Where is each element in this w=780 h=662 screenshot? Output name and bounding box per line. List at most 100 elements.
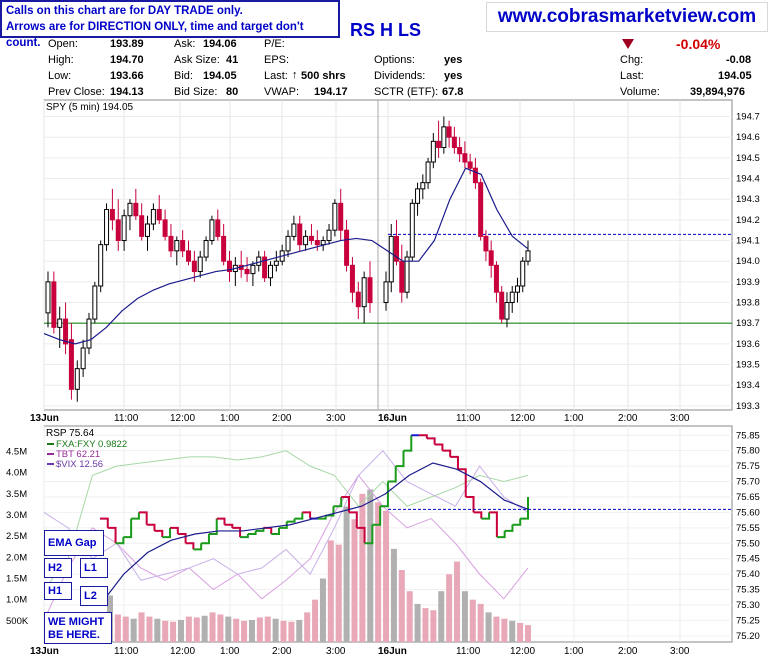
price-y-tick: 193.3 [736,401,760,412]
volume-bar [138,612,145,642]
price-x-tick: 3:00 [326,413,346,424]
chg-value: -0.08 [726,54,752,66]
rsp-segment [146,523,156,531]
price-candle [478,178,484,241]
candle-body [388,235,394,283]
candle-body [355,291,361,308]
price-x-tick: 12:00 [170,413,195,424]
candle-body [215,219,221,237]
volume-bar [454,561,461,642]
price-y-tick: 194.6 [736,132,760,143]
bid-size-value: 80 [226,86,239,98]
candle-body [285,235,291,252]
candle-body [209,219,215,242]
rsp-segment [380,481,389,508]
eps-label: EPS: [264,54,290,66]
candle-body [394,235,400,262]
price-candle [285,230,291,258]
high-value: 194.70 [110,54,144,66]
price-candle [162,209,168,241]
open-value: 193.89 [110,38,144,50]
last-label: Last: [620,70,644,82]
vix-line [43,449,529,581]
rsp-segment [232,526,242,538]
volume-bar [430,610,437,642]
rsp-segment [177,533,187,544]
candle-body [226,260,232,273]
price-candle [420,174,426,200]
rsp-segment [457,468,467,497]
rsp-segment [154,529,164,538]
price-x-tick: 12:00 [510,413,535,424]
volume-bar [509,620,516,642]
price-candle [367,261,373,313]
ind-x-tick: 3:00 [670,646,690,657]
volume-bar [359,493,366,642]
rsp-segment [473,511,483,519]
volume-bar [225,616,232,642]
candle-body [404,256,410,293]
candle-body [436,140,442,149]
rsp-segment [333,496,343,508]
up-arrow-icon: ↑ [292,69,298,81]
volume-bar [312,599,319,642]
price-candle [457,137,463,162]
candle-body [256,256,262,266]
vwap-label: VWAP: [264,86,300,98]
price-candle [115,199,121,251]
price-candle [314,230,320,251]
rsp-segment [489,511,498,538]
candle-body [425,161,431,184]
prev-close-value: 194.13 [110,86,144,98]
rsp-segment [356,526,366,544]
candle-body [51,281,57,328]
price-candle [383,271,389,311]
volume-bar [383,510,390,642]
options-label: Options: [374,54,415,66]
rsp-title: RSP 75.64 [46,428,95,439]
candle-body [446,126,452,138]
rsp-segment [450,455,459,470]
volume-bar [469,599,476,642]
price-candle [483,230,489,262]
price-candle [51,271,57,334]
rsp-y-tick: 75.55 [736,523,760,534]
bid-label: Bid: [174,70,193,82]
price-candle [74,360,80,402]
candle-body [250,264,256,275]
candle-body [180,240,186,252]
rsp-segment [138,511,148,525]
volume-bar [446,574,453,642]
candle-body [203,240,209,258]
volume-bar [272,618,279,642]
candle-body [349,264,355,293]
rsp-segment [395,450,405,468]
ind-x-tick: 13Jun [30,646,59,657]
ema-line [43,167,529,345]
candle-body [98,244,104,287]
candle-body [344,229,350,266]
website-link[interactable]: www.cobrasmarketview.com [486,2,768,32]
dividends-label: Dividends: [374,70,426,82]
candle-body [383,281,389,304]
rsp-segment [170,526,179,534]
ind-x-tick: 12:00 [510,646,535,657]
rsp-segment [185,542,195,550]
candle-body [168,235,174,252]
volume-bar [517,622,524,642]
rsp-ema-line [99,462,529,606]
price-candle [57,306,63,348]
volume-bar [264,616,271,642]
candle-body [104,209,110,246]
rsp-segment [504,524,514,532]
candle-body [156,209,162,221]
rsp-segment [442,449,452,457]
candle-body [86,318,92,349]
rsp-segment [100,517,109,528]
volume-y-tick: 4.5M [6,446,27,457]
sctr-label: SCTR (ETF): [374,86,439,98]
volume-bar [233,618,240,642]
rsp-segment [224,523,234,528]
rsp-segment [294,512,304,520]
